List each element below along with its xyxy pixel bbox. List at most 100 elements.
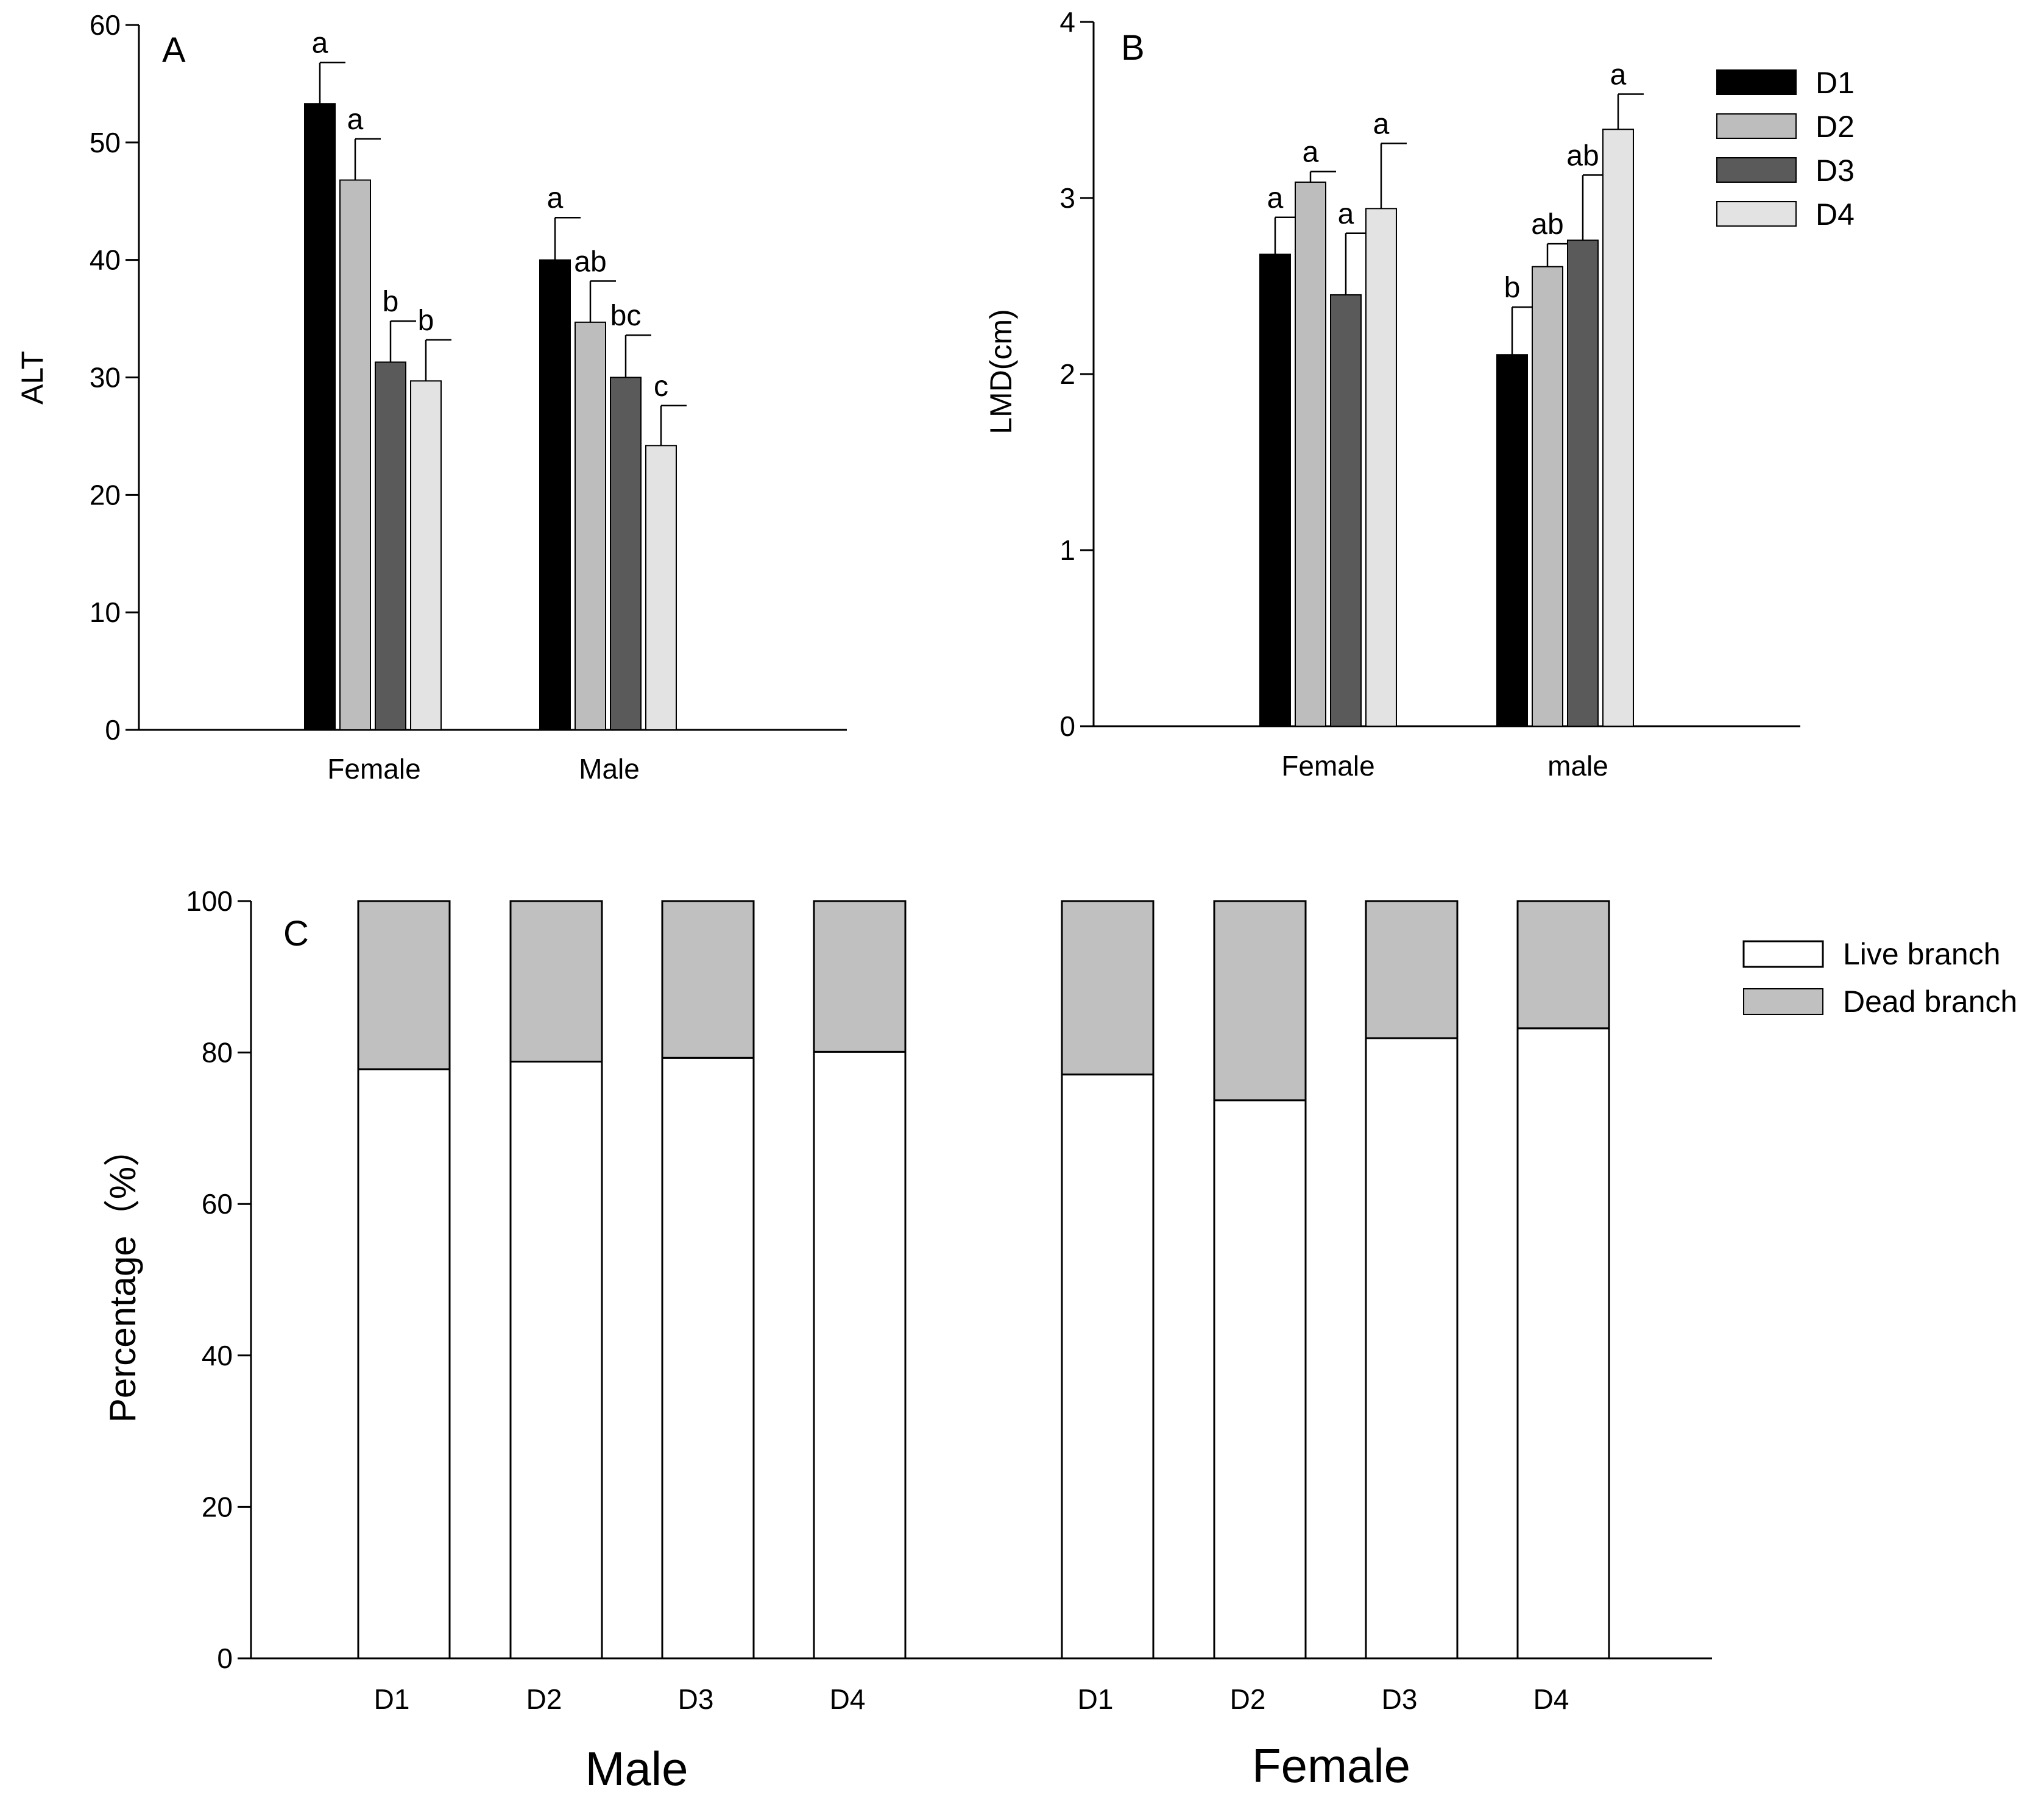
legend-label-live-branch: Live branch bbox=[1843, 937, 2001, 971]
bar-d1-male bbox=[539, 259, 571, 730]
x-tick-label: D2 bbox=[526, 1683, 562, 1715]
significance-label: ab bbox=[1531, 208, 1563, 241]
panel-a-category-label: Female bbox=[327, 753, 420, 785]
panel-c-group-label-male: Male bbox=[585, 1742, 688, 1793]
legend-d1-d4: D1 D2 D3 D4 bbox=[1716, 66, 1855, 232]
bar-d4-male bbox=[1602, 129, 1634, 727]
legend-swatch-d1 bbox=[1716, 69, 1797, 95]
y-tick-label: 1 bbox=[1059, 534, 1075, 566]
bar-d2-male bbox=[575, 321, 606, 730]
significance-label: c bbox=[654, 370, 668, 403]
stacked-bar-live-branch-d1 bbox=[1061, 1073, 1155, 1660]
legend-swatch-dead-branch bbox=[1743, 988, 1823, 1015]
significance-label: a bbox=[1303, 136, 1319, 169]
bar-d3-female bbox=[375, 361, 406, 730]
legend-branch: Live branch Dead branch bbox=[1742, 937, 2017, 1019]
legend-swatch-d2 bbox=[1716, 113, 1797, 139]
stacked-bar-dead-branch-d2 bbox=[509, 900, 603, 1063]
stacked-bar-dead-branch-d3 bbox=[661, 900, 755, 1059]
stacked-bar-dead-branch-d1 bbox=[1061, 900, 1155, 1076]
stacked-bar-live-branch-d1 bbox=[357, 1068, 451, 1660]
stacked-bar-dead-branch-d2 bbox=[1213, 900, 1307, 1102]
legend-swatch-d3 bbox=[1716, 157, 1797, 183]
bar-d1-male bbox=[1496, 354, 1528, 727]
bar-d4-female bbox=[1365, 208, 1397, 727]
significance-label: a bbox=[1267, 182, 1284, 214]
stacked-bar-live-branch-d4 bbox=[813, 1050, 907, 1660]
panel-a-letter: A bbox=[162, 30, 186, 70]
y-tick-label: 60 bbox=[202, 1188, 233, 1220]
y-tick-label: 0 bbox=[1059, 710, 1075, 742]
bar-d2-female bbox=[339, 179, 371, 731]
panel-b-category-label: male bbox=[1547, 750, 1608, 782]
significance-label: a bbox=[347, 104, 364, 136]
stacked-bar-dead-branch-d1 bbox=[357, 900, 451, 1070]
x-tick-label: D4 bbox=[1533, 1683, 1569, 1715]
stacked-bar-dead-branch-d4 bbox=[1516, 900, 1610, 1030]
panel-c-x-tick-labels: D1 D2 D3 D4 D1 D2 D3 D4 bbox=[374, 1683, 1569, 1715]
y-tick-label: 40 bbox=[202, 1340, 233, 1371]
panel-b-y-ticks: 0 1 2 3 4 bbox=[1059, 6, 1094, 742]
bar-d2-female bbox=[1295, 181, 1326, 727]
panel-b-letter: B bbox=[1121, 28, 1145, 68]
stacked-bar-live-branch-d3 bbox=[1365, 1037, 1459, 1660]
panel-a-y-axis-title: ALT bbox=[15, 351, 49, 405]
significance-label: b bbox=[383, 286, 399, 318]
legend-label-d1: D1 bbox=[1816, 66, 1855, 100]
panel-b-category-label: Female bbox=[1281, 750, 1374, 782]
significance-label: a bbox=[312, 27, 328, 60]
x-tick-label: D3 bbox=[1382, 1683, 1418, 1715]
y-tick-label: 100 bbox=[186, 885, 233, 917]
y-tick-label: 4 bbox=[1059, 6, 1075, 38]
stacked-bar-live-branch-d4 bbox=[1516, 1027, 1610, 1660]
panel-b-y-axis-title: LMD(cm) bbox=[984, 309, 1018, 434]
significance-label: a bbox=[1338, 198, 1354, 230]
y-tick-label: 10 bbox=[90, 596, 121, 628]
stacked-bar-live-branch-d3 bbox=[661, 1056, 755, 1660]
bar-d1-female bbox=[1259, 253, 1291, 727]
panel-c-y-axis-title: Percentage（%） bbox=[102, 1130, 143, 1423]
significance-label: a bbox=[547, 182, 564, 214]
y-tick-label: 40 bbox=[90, 244, 121, 276]
stacked-bar-dead-branch-d3 bbox=[1365, 900, 1459, 1039]
bar-d1-female bbox=[304, 103, 336, 730]
y-tick-label: 80 bbox=[202, 1037, 233, 1069]
y-tick-label: 50 bbox=[90, 127, 121, 158]
panel-c-bars bbox=[357, 900, 1610, 1660]
bar-d4-female bbox=[410, 380, 442, 730]
stacked-bar-live-branch-d2 bbox=[509, 1061, 603, 1660]
significance-label: a bbox=[1610, 58, 1627, 91]
bar-d4-male bbox=[645, 445, 677, 730]
legend-label-d3: D3 bbox=[1816, 154, 1855, 188]
panel-c-letter: C bbox=[283, 914, 309, 953]
y-tick-label: 20 bbox=[90, 479, 121, 511]
y-tick-label: 3 bbox=[1059, 182, 1075, 214]
y-tick-label: 60 bbox=[90, 9, 121, 41]
bar-d3-female bbox=[1330, 294, 1362, 727]
y-tick-label: 0 bbox=[217, 1643, 233, 1674]
significance-label: ab bbox=[1566, 140, 1599, 172]
panel-a-category-label: Male bbox=[579, 753, 640, 785]
x-tick-label: D3 bbox=[678, 1683, 714, 1715]
legend-label-dead-branch: Dead branch bbox=[1843, 985, 2017, 1019]
stacked-bar-live-branch-d2 bbox=[1213, 1099, 1307, 1660]
significance-label: bc bbox=[610, 300, 642, 332]
significance-label: a bbox=[1373, 108, 1390, 140]
panel-a-y-ticks: 0 10 20 30 40 50 60 bbox=[90, 9, 139, 746]
x-tick-label: D2 bbox=[1230, 1683, 1266, 1715]
y-tick-label: 2 bbox=[1059, 358, 1075, 390]
panel-c-group-label-female: Female bbox=[1252, 1739, 1410, 1792]
legend-label-d4: D4 bbox=[1816, 197, 1855, 232]
panel-c-y-ticks: 0 20 40 60 80 100 bbox=[186, 885, 251, 1674]
x-tick-label: D1 bbox=[1078, 1683, 1114, 1715]
significance-label: b bbox=[1504, 272, 1521, 304]
bar-d2-male bbox=[1532, 266, 1563, 727]
stacked-bar-dead-branch-d4 bbox=[813, 900, 907, 1053]
bar-d3-male bbox=[1567, 239, 1599, 727]
y-tick-label: 30 bbox=[90, 362, 121, 394]
legend-label-d2: D2 bbox=[1816, 110, 1855, 144]
